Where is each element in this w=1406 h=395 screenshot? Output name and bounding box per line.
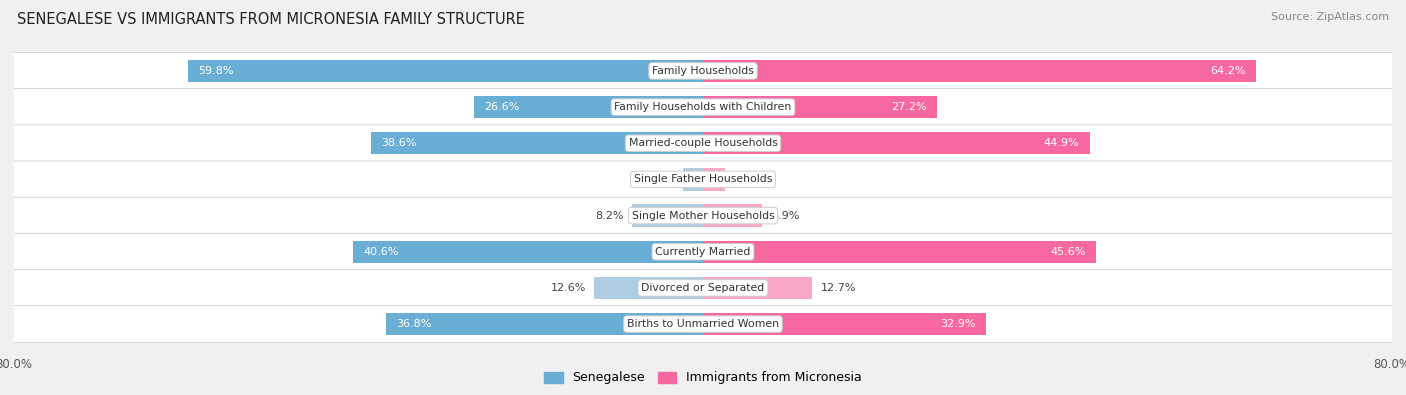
Text: Married-couple Households: Married-couple Households (628, 138, 778, 148)
Text: 45.6%: 45.6% (1050, 247, 1085, 257)
Text: Source: ZipAtlas.com: Source: ZipAtlas.com (1271, 12, 1389, 22)
Text: 12.7%: 12.7% (821, 283, 856, 293)
FancyBboxPatch shape (0, 233, 1406, 270)
Bar (474, 96, 703, 118)
Legend: Senegalese, Immigrants from Micronesia: Senegalese, Immigrants from Micronesia (538, 367, 868, 389)
Bar (703, 204, 762, 227)
Text: 64.2%: 64.2% (1211, 66, 1246, 76)
Text: 26.6%: 26.6% (484, 102, 520, 112)
FancyBboxPatch shape (0, 306, 1406, 342)
Text: 2.6%: 2.6% (734, 175, 762, 184)
Text: 6.9%: 6.9% (770, 211, 800, 220)
Bar (633, 204, 703, 227)
Bar (703, 241, 1095, 263)
Text: 2.3%: 2.3% (647, 175, 675, 184)
Bar (595, 277, 703, 299)
Text: 36.8%: 36.8% (396, 319, 432, 329)
Bar (683, 168, 703, 191)
FancyBboxPatch shape (0, 269, 1406, 307)
Bar (703, 168, 725, 191)
Bar (371, 132, 703, 154)
FancyBboxPatch shape (0, 161, 1406, 198)
Bar (703, 60, 1256, 82)
Bar (703, 313, 987, 335)
Text: Births to Unmarried Women: Births to Unmarried Women (627, 319, 779, 329)
Text: 32.9%: 32.9% (941, 319, 976, 329)
Bar (387, 313, 703, 335)
Text: 8.2%: 8.2% (595, 211, 624, 220)
Text: Single Mother Households: Single Mother Households (631, 211, 775, 220)
Text: Single Father Households: Single Father Households (634, 175, 772, 184)
Text: Currently Married: Currently Married (655, 247, 751, 257)
Bar (703, 277, 813, 299)
Bar (703, 132, 1090, 154)
Bar (188, 60, 703, 82)
Text: Family Households: Family Households (652, 66, 754, 76)
Text: 38.6%: 38.6% (381, 138, 416, 148)
FancyBboxPatch shape (0, 88, 1406, 126)
FancyBboxPatch shape (0, 53, 1406, 89)
Text: SENEGALESE VS IMMIGRANTS FROM MICRONESIA FAMILY STRUCTURE: SENEGALESE VS IMMIGRANTS FROM MICRONESIA… (17, 12, 524, 27)
Bar (353, 241, 703, 263)
Bar (703, 96, 938, 118)
Text: 44.9%: 44.9% (1043, 138, 1080, 148)
Text: Divorced or Separated: Divorced or Separated (641, 283, 765, 293)
Text: Family Households with Children: Family Households with Children (614, 102, 792, 112)
FancyBboxPatch shape (0, 125, 1406, 162)
Text: 40.6%: 40.6% (364, 247, 399, 257)
Text: 27.2%: 27.2% (891, 102, 927, 112)
Text: 59.8%: 59.8% (198, 66, 233, 76)
FancyBboxPatch shape (0, 197, 1406, 234)
Text: 12.6%: 12.6% (551, 283, 586, 293)
